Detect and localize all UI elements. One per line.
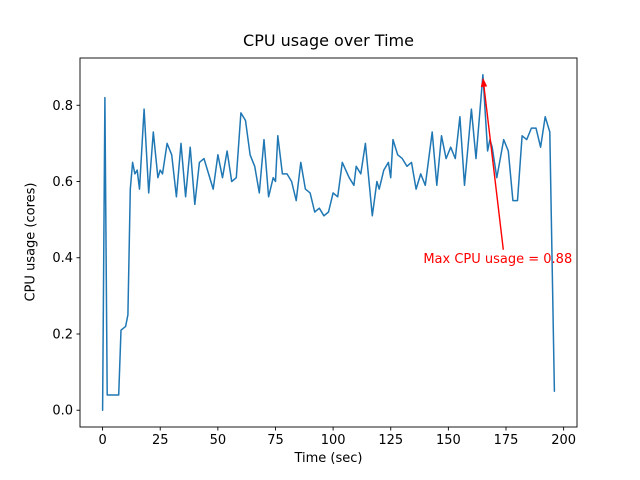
y-tick-label: 0.4 [52,251,73,266]
x-tick-label: 125 [378,433,403,448]
y-axis-label: CPU usage (cores) [23,182,39,302]
x-axis-label: Time (sec) [294,451,363,466]
plot-frame [79,57,578,428]
chart-title: CPU usage over Time [243,31,414,50]
annotation-arrowhead-icon [480,77,488,88]
y-tick-label: 0.0 [52,404,73,419]
x-tick-label: 50 [210,433,227,448]
x-tick-label: 0 [98,433,106,448]
x-tick-label: 175 [494,433,519,448]
annotation-arrow [483,86,505,250]
y-tick-label: 0.8 [52,99,73,114]
y-tick-label: 0.6 [52,175,73,190]
x-tick-label: 200 [551,433,576,448]
cpu-usage-line [101,74,556,411]
y-tick-label: 0.2 [52,327,73,342]
x-tick-label: 100 [321,433,346,448]
x-tick-label: 25 [152,433,169,448]
max-cpu-annotation: Max CPU usage = 0.88 [423,251,573,267]
x-tick-label: 150 [436,433,461,448]
x-tick-label: 75 [267,433,284,448]
